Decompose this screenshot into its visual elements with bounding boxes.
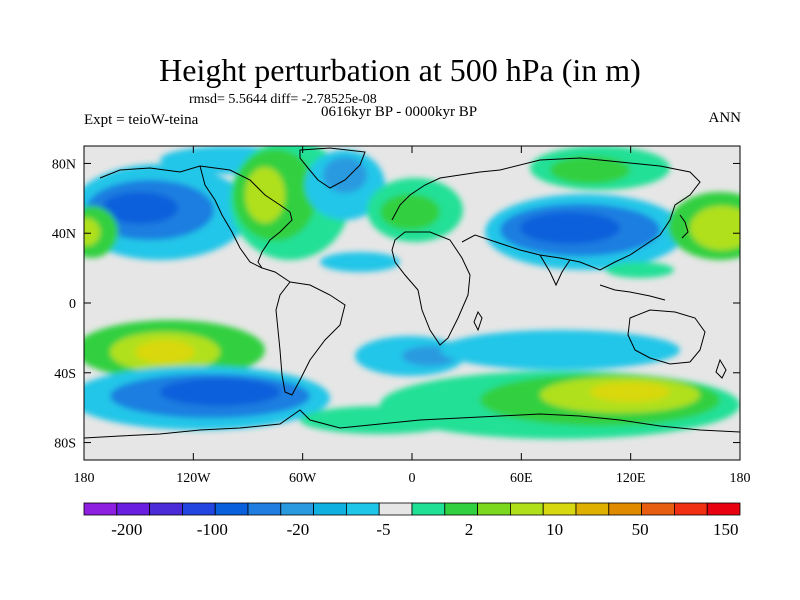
lat-tick-label: 40N xyxy=(52,227,76,242)
colorbar-swatch xyxy=(247,502,282,516)
coast-greenland xyxy=(299,147,366,189)
colorbar-swatch xyxy=(149,502,183,516)
anomaly-south-west-strip xyxy=(300,406,460,434)
colorbar-label: -5 xyxy=(376,520,390,539)
coast-antarctica xyxy=(84,409,740,439)
anomaly-ne-pacific-core xyxy=(690,206,740,250)
anomaly-siberia-core xyxy=(550,156,630,184)
colorbar-label: 150 xyxy=(713,520,739,539)
experiment-label: Expt = teioW-teina xyxy=(84,112,199,128)
anomaly-west-edge-core xyxy=(84,218,100,246)
coast-north-america xyxy=(99,165,293,283)
coast-india xyxy=(539,254,571,287)
anomaly-europe-core xyxy=(380,194,440,230)
lat-tick-label: 80S xyxy=(54,437,76,452)
colorbar-swatch xyxy=(313,502,347,516)
stats-line: rmsd= 5.5644 diff= -2.78525e-08 xyxy=(189,92,377,107)
coast-australia xyxy=(627,309,706,365)
lon-tick-label: 120W xyxy=(176,471,211,486)
anomaly-tropical-asia xyxy=(606,262,674,278)
colorbar-swatch xyxy=(641,502,675,516)
colorbar-swatch xyxy=(509,502,544,516)
coast-madagascar xyxy=(473,310,483,332)
lat-tick-label: 40S xyxy=(54,367,76,382)
anomaly-south-pacific-core xyxy=(135,340,195,364)
coast-new-zealand xyxy=(715,358,727,379)
figure-title: Height perturbation at 500 hPa (in m) xyxy=(159,52,641,88)
colorbar-swatch xyxy=(181,502,216,516)
lon-tick-label: 60W xyxy=(289,471,317,486)
colorbar-swatch xyxy=(706,502,741,516)
colorbar-label: -100 xyxy=(197,520,228,539)
coast-indonesia xyxy=(599,284,666,301)
anomaly-south-highlat-core xyxy=(160,378,280,406)
colorbar-swatch xyxy=(280,502,314,516)
coast-japan xyxy=(679,214,689,239)
colorbar-swatch xyxy=(116,502,151,516)
colorbar-swatch xyxy=(444,502,478,516)
lon-tick-label: 180 xyxy=(74,471,95,486)
colorbar-swatch xyxy=(674,502,708,516)
anomaly-atlantic-core xyxy=(323,157,367,193)
anomaly-west-edge-positive xyxy=(84,206,118,258)
colorbar-label: -20 xyxy=(287,520,310,539)
colorbar-swatch xyxy=(411,502,446,516)
colorbar-swatch xyxy=(214,502,249,516)
colorbar-label: 50 xyxy=(632,520,649,539)
colorbar-label: -200 xyxy=(111,520,142,539)
colorbar-swatch xyxy=(378,502,413,516)
anomaly-north-pacific-core xyxy=(102,192,178,224)
lon-tick-label: 180 xyxy=(730,471,751,486)
colorbar-label: 2 xyxy=(465,520,474,539)
colorbar-swatch xyxy=(542,502,577,516)
colorbar-swatch xyxy=(575,502,610,516)
colorbar-swatch xyxy=(83,502,118,516)
coast-south-america xyxy=(275,281,346,396)
coastlines xyxy=(84,147,740,439)
coast-europe xyxy=(391,169,501,221)
lon-tick-label: 120E xyxy=(616,471,646,486)
lat-tick-label: 80N xyxy=(52,157,76,172)
lon-tick-label: 0 xyxy=(409,471,416,486)
lon-tick-label: 60E xyxy=(510,471,533,486)
anomaly-southern-ocean-peak xyxy=(590,382,670,402)
coast-north-america-west xyxy=(199,165,263,269)
anomaly-asia-core xyxy=(520,212,620,244)
coast-asia xyxy=(461,157,701,271)
anomaly-tropical-east-pacific xyxy=(320,252,400,272)
season-label: ANN xyxy=(708,110,742,126)
colorbar-swatch xyxy=(477,502,511,516)
period-label: 0616kyr BP - 0000kyr BP xyxy=(321,104,478,120)
map-axes: 180 120W 60W 0 60E 120E 180 80N 40N 0 40S 80S xyxy=(52,146,751,486)
colorbar-label: 10 xyxy=(546,520,563,539)
anomaly-indian-negative xyxy=(440,330,680,370)
lat-tick-label: 0 xyxy=(69,297,76,312)
coast-africa xyxy=(391,231,471,346)
colorbar-swatch xyxy=(345,502,380,516)
colorbar: -200 -100 -20 -5 2 10 50 150 xyxy=(83,502,741,539)
colorbar-swatch xyxy=(608,502,642,516)
